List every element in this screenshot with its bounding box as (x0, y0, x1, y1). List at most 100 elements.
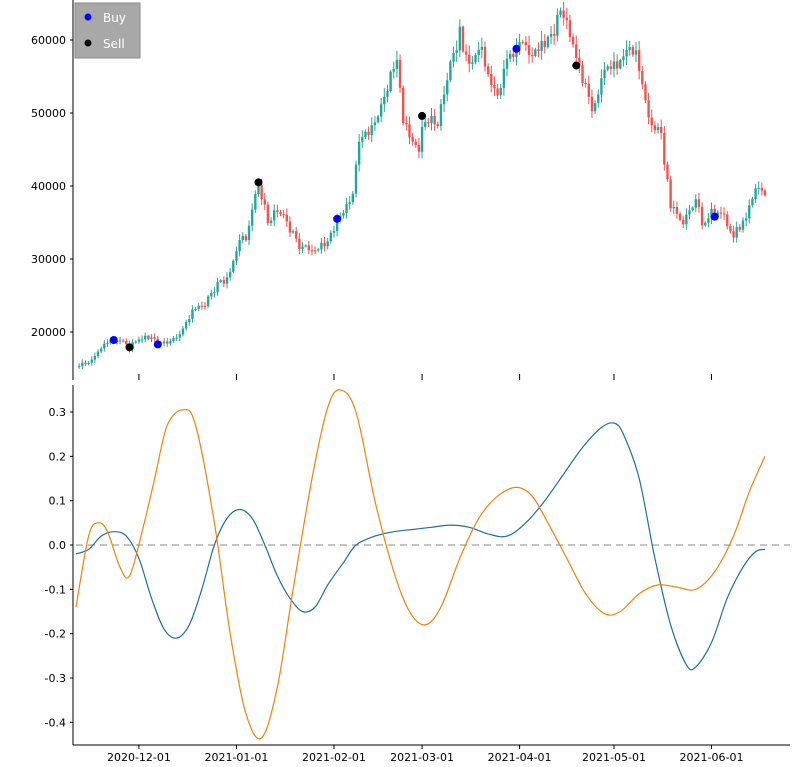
candle-body (348, 202, 351, 204)
candle-body (184, 322, 188, 329)
candle-body (276, 210, 279, 213)
candle-body (474, 55, 477, 63)
candle-body (424, 122, 427, 127)
candle-body (760, 188, 764, 191)
candle-body (751, 199, 754, 206)
candle-body (499, 87, 502, 96)
candle-body (235, 251, 238, 261)
candle-body (722, 213, 726, 215)
candle-body (562, 10, 565, 18)
buy-marker (710, 212, 719, 221)
candle-body (392, 69, 395, 72)
candle-body (282, 213, 285, 215)
candle-body (700, 206, 704, 226)
candle-body (376, 116, 380, 123)
osc-ytick-label: -0.1 (45, 583, 66, 596)
candle-body (483, 46, 487, 67)
candle-body (593, 103, 597, 112)
candle-body (210, 292, 213, 297)
candle-body (609, 66, 613, 69)
candle-body (650, 117, 653, 126)
candle-body (606, 66, 609, 70)
candle-body (313, 250, 317, 252)
candle-body (521, 42, 524, 44)
candle-body (291, 231, 295, 233)
sell-marker (418, 111, 427, 120)
candle-body (471, 62, 474, 64)
candle-body (505, 58, 509, 69)
candle-body (197, 305, 200, 309)
candle-body (389, 71, 392, 92)
candle-body (653, 125, 657, 131)
osc-xtick-label: 2021-02-01 (302, 751, 366, 764)
candle-body (571, 37, 575, 45)
osc-series-line-1 (75, 422, 766, 671)
candle-body (153, 337, 156, 339)
candle-body (144, 335, 147, 340)
osc-ytick-label: -0.3 (45, 672, 66, 685)
candle-body (622, 56, 625, 61)
candle-body (625, 49, 628, 57)
candle-body (203, 305, 207, 307)
candle-body (490, 73, 493, 85)
osc-xtick-label: 2021-03-01 (390, 751, 454, 764)
candle-body (379, 104, 383, 117)
candle-body (540, 40, 543, 51)
candle-body (553, 33, 556, 36)
candle-body (546, 36, 550, 48)
candle-body (357, 141, 361, 165)
candle-body (191, 309, 194, 320)
candle-body (301, 246, 304, 250)
candle-body (461, 26, 465, 52)
candle-body (364, 131, 367, 138)
candle-body (502, 68, 506, 88)
buy-marker (333, 214, 342, 223)
sell-marker (125, 343, 134, 352)
osc-ytick-label: 0.1 (49, 495, 67, 508)
candle-body (436, 124, 440, 127)
candle-body (738, 227, 742, 230)
candle-body (288, 221, 292, 233)
candle-body (181, 328, 185, 335)
candle-body (383, 96, 386, 105)
candle-body (663, 132, 666, 165)
candle-body (320, 242, 323, 250)
candle-body (345, 203, 348, 214)
candle-body (427, 122, 430, 124)
candle-body (77, 366, 81, 368)
candle-body (228, 271, 232, 278)
candle-body (216, 281, 219, 293)
candle-body (512, 53, 515, 57)
candle-body (433, 115, 436, 125)
candle-body (685, 214, 688, 225)
candle-body (455, 50, 458, 54)
candle-body (735, 227, 738, 238)
candle-body (162, 341, 166, 344)
candle-body (493, 84, 496, 89)
candle-body (395, 60, 399, 70)
candle-body (121, 340, 125, 342)
candle-body (508, 53, 512, 59)
candle-body (398, 60, 402, 88)
candle-body (612, 61, 616, 69)
candle-body (647, 100, 650, 118)
price-ytick-label: 40000 (31, 180, 66, 193)
candle-body (619, 60, 622, 69)
candle-body (741, 220, 745, 230)
osc-series-line-2 (75, 389, 766, 740)
price-ytick-label: 50000 (31, 107, 66, 120)
legend-sell-marker (84, 39, 92, 47)
candle-body (335, 219, 339, 232)
candle-body (543, 40, 546, 48)
buy-marker (153, 340, 162, 349)
candle-body (534, 49, 537, 56)
candle-body (748, 205, 751, 219)
candle-body (103, 343, 106, 349)
candle-body (317, 249, 320, 251)
candle-body (672, 206, 675, 209)
candle-body (496, 88, 499, 96)
candle-body (704, 222, 707, 226)
candle-body (134, 341, 137, 343)
candle-body (468, 54, 471, 64)
